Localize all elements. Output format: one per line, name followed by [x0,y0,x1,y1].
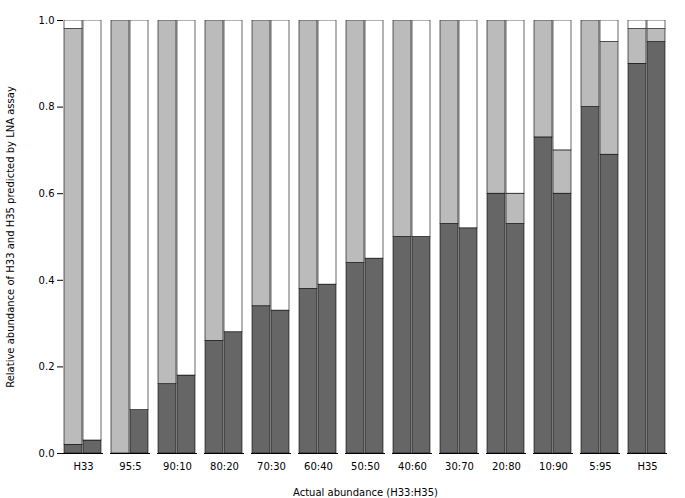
svg-text:95:5: 95:5 [119,461,141,472]
svg-text:0.6: 0.6 [39,188,55,199]
svg-text:10:90: 10:90 [539,461,568,472]
svg-text:0.4: 0.4 [39,275,55,286]
svg-text:0.2: 0.2 [39,361,55,372]
svg-text:90:10: 90:10 [163,461,192,472]
svg-text:30:70: 30:70 [445,461,474,472]
svg-text:70:30: 70:30 [257,461,286,472]
svg-text:40:60: 40:60 [398,461,427,472]
svg-text:50:50: 50:50 [351,461,380,472]
svg-text:H35: H35 [637,461,657,472]
svg-text:5:95: 5:95 [589,461,611,472]
svg-text:60:40: 60:40 [304,461,333,472]
svg-text:0.0: 0.0 [39,448,55,459]
svg-text:80:20: 80:20 [210,461,239,472]
svg-text:Actual abundance (H33:H35): Actual abundance (H33:H35) [293,487,438,498]
svg-text:Relative abundance of H33 and: Relative abundance of H33 and H35 predic… [5,86,16,388]
svg-text:0.8: 0.8 [39,101,55,112]
svg-text:1.0: 1.0 [39,15,55,26]
svg-text:20:80: 20:80 [492,461,521,472]
svg-text:H33: H33 [73,461,93,472]
